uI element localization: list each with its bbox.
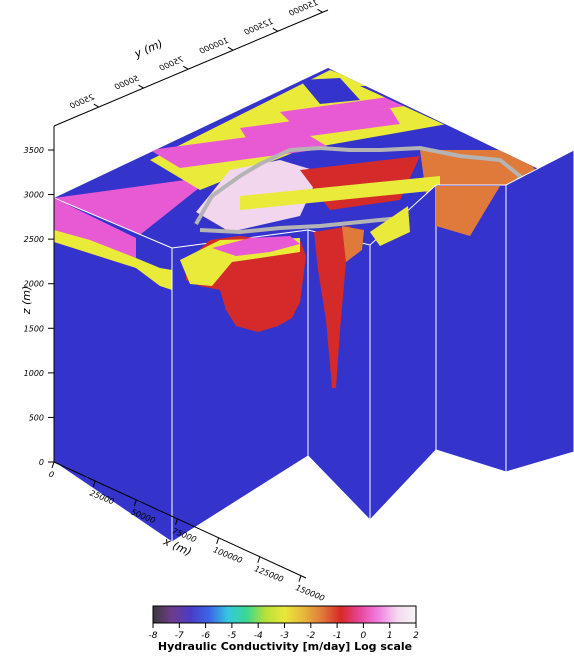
colorbar-tick-label-6: -2 xyxy=(306,631,315,641)
x-tick-0 xyxy=(51,461,55,469)
step-orange xyxy=(342,226,364,262)
colorbar-tick-label-2: -6 xyxy=(201,631,210,641)
y-tick-label-1: 50000 xyxy=(113,74,140,92)
y-tick-1 xyxy=(138,84,144,89)
z-tick-label-4: 2000 xyxy=(24,280,44,289)
colorbar-bar xyxy=(152,605,417,624)
z-tick-label-0: 0 xyxy=(39,458,44,467)
z-tick-label-7: 3500 xyxy=(24,146,44,155)
zone-magenta-band xyxy=(150,130,330,168)
y-tick-3 xyxy=(227,46,234,51)
top-contour-line xyxy=(194,145,523,235)
x-tick-1 xyxy=(92,480,96,488)
colorbar-tick-label-3: -5 xyxy=(227,631,236,641)
colorbar-tick-label-0: -8 xyxy=(149,631,158,641)
z-tick-label-6: 3000 xyxy=(24,191,44,200)
z-tick-label-2: 1000 xyxy=(24,369,44,378)
y-axis-line xyxy=(53,9,329,127)
colorbar-tick-label-9: 1 xyxy=(387,631,393,641)
colorbar-tick-label-7: -1 xyxy=(333,631,342,641)
colorbar-tick-label-4: -4 xyxy=(254,631,263,641)
y-tick-4 xyxy=(272,27,279,32)
zone-magenta-band-2 xyxy=(240,108,400,144)
x-tick-5 xyxy=(257,556,261,563)
back-right-face xyxy=(505,149,574,473)
y-tick-5 xyxy=(317,8,323,13)
x-tick-label-4: 100000 xyxy=(212,545,244,565)
colorbar-tick-label-5: -3 xyxy=(280,631,289,641)
top-face xyxy=(54,68,574,248)
x-tick-6 xyxy=(298,575,302,582)
x-tick-label-6: 150000 xyxy=(294,583,326,603)
z-axis-ticks: 0 500 1000 1500 2000 2500 3000 3500 xyxy=(24,146,54,467)
step-red-plume xyxy=(314,226,350,388)
y-tick-2 xyxy=(183,65,189,70)
z-tick-label-1: 500 xyxy=(29,413,44,422)
z-tick-label-3: 1500 xyxy=(24,324,44,333)
x-face-pink xyxy=(212,236,300,256)
y-tick-label-3: 100000 xyxy=(198,36,230,56)
x-tick-3 xyxy=(175,518,178,525)
step-face-2-yellow xyxy=(370,206,410,246)
y-tick-label-4: 125000 xyxy=(243,17,275,37)
colorbar-tick-label-10: 2 xyxy=(413,631,419,641)
left-face-pink xyxy=(54,198,136,258)
x-tick-4 xyxy=(216,537,220,544)
3d-block xyxy=(53,68,574,543)
x-tick-label-5: 125000 xyxy=(253,564,285,584)
left-face-yellow xyxy=(54,230,172,290)
colorbar: -8 -7 -6 -5 -4 -3 -2 -1 0 1 2 Hydraulic Conductivi… xyxy=(149,605,419,653)
y-axis-label: y (m) xyxy=(132,37,165,61)
colorbar-tick-label-8: 0 xyxy=(361,631,367,641)
z-tick-label-5: 2500 xyxy=(24,235,44,244)
colorbar-label: Hydraulic Conductivity [m/day] Log scale xyxy=(158,640,412,653)
step-face-3-orange xyxy=(436,186,500,236)
zone-blue-top-left xyxy=(300,78,360,104)
z-axis-label: z (m) xyxy=(20,286,33,316)
y-tick-0 xyxy=(93,103,100,108)
x-axis-line xyxy=(53,461,307,579)
zone-yellow-band-b xyxy=(240,176,440,210)
zone-magenta-band-3 xyxy=(280,94,420,122)
x-tick-label-0: 0 xyxy=(47,470,55,480)
colorbar-ticks: -8 -7 -6 -5 -4 -3 -2 -1 0 1 2 xyxy=(149,623,419,641)
y-tick-label-0: 25000 xyxy=(69,93,96,111)
y-tick-label-2: 75000 xyxy=(158,55,185,73)
x-tick-2 xyxy=(133,499,137,507)
colorbar-tick-label-1: -7 xyxy=(175,631,184,641)
